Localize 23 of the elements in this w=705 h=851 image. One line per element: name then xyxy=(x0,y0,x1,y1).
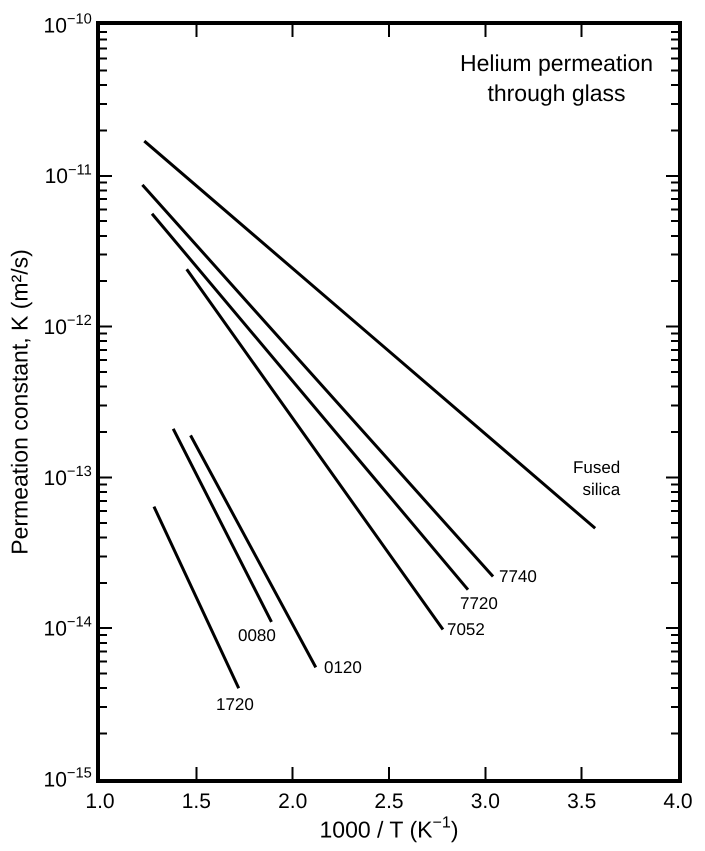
y-tick-label: 10$^{−10}$ xyxy=(44,12,92,38)
series-label: Fused silica xyxy=(573,458,621,500)
x-axis-title: 1000 / T (K$^{−1}$) xyxy=(320,814,458,842)
y-tick-label: 10$^{−11}$ xyxy=(44,162,92,188)
x-tick-label: 1.5 xyxy=(182,790,211,814)
series-label: 1720 xyxy=(216,695,254,714)
y-axis-title: Permeation constant, K (m²/s) xyxy=(6,249,32,555)
x-tick-label: 3.5 xyxy=(567,790,596,814)
series-label: 0080 xyxy=(238,626,276,645)
y-tick-label: 10$^{−13}$ xyxy=(44,464,92,490)
x-tick-label: 1.0 xyxy=(85,790,115,814)
text: Helium permeation through glass xyxy=(460,50,654,106)
x-tick-label: 2.0 xyxy=(278,790,308,814)
x-tick-label: 2.5 xyxy=(374,790,404,814)
series-label: 7052 xyxy=(447,620,485,639)
y-tick-label: 10$^{−12}$ xyxy=(44,313,92,339)
x-tick-label: 3.0 xyxy=(470,790,500,814)
series-label: 0120 xyxy=(324,658,362,677)
series-label: 7740 xyxy=(499,567,537,586)
series-label: 7720 xyxy=(460,594,498,613)
y-tick-label: 10$^{−14}$ xyxy=(44,614,92,641)
y-tick-label: 10$^{−15}$ xyxy=(44,766,92,792)
x-tick-label: 4.0 xyxy=(663,790,693,814)
